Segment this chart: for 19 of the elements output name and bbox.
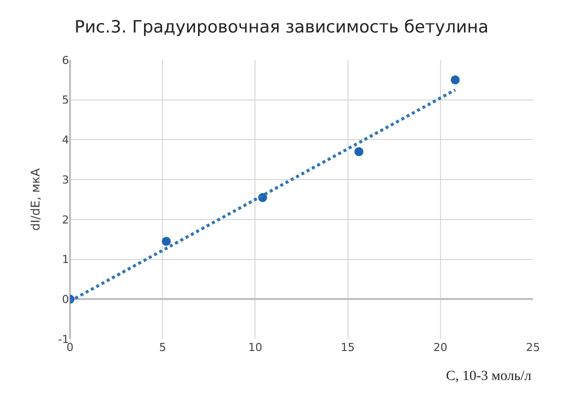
y-tick-label: 6 <box>62 54 69 67</box>
x-tick-label: 20 <box>433 341 448 354</box>
chart-title: Рис.3. Градуировочная зависимость бетулина <box>74 18 489 38</box>
x-tick-label: 25 <box>526 341 540 354</box>
y-tick-label: -1 <box>58 332 69 346</box>
y-axis-title: dI/dE, мкА <box>28 167 42 231</box>
x-tick-label: 10 <box>248 341 262 354</box>
y-tick-label: 1 <box>62 253 69 266</box>
x-axis-title: С, 10-3 моль/л <box>446 369 532 384</box>
x-tick-label: 15 <box>340 341 355 354</box>
x-tick-label: 5 <box>159 341 166 354</box>
y-tick-label: 5 <box>62 94 69 107</box>
y-tick-label: 3 <box>62 173 69 186</box>
y-tick-label: 2 <box>62 213 69 226</box>
point <box>354 147 364 156</box>
y-tick-label: 0 <box>62 292 69 306</box>
point <box>450 75 460 84</box>
point <box>162 236 171 246</box>
y-tick-label: 4 <box>62 134 69 147</box>
